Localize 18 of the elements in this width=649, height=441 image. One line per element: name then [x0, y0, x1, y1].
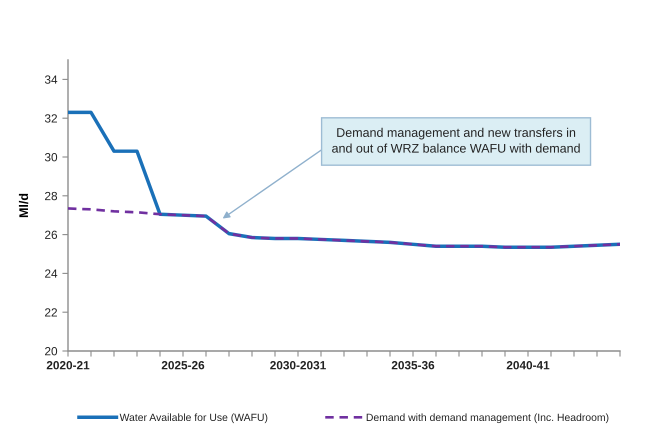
y-tick-label: 24 [45, 269, 58, 278]
x-tick-label: 2020-21 [46, 361, 90, 370]
y-tick-label: 34 [44, 75, 58, 84]
y-tick-label: 32 [44, 114, 57, 123]
y-tick-label: 28 [45, 192, 58, 200]
y-axis-title: Ml/d [18, 194, 28, 218]
y-tick-label: 30 [44, 153, 58, 162]
legend-label: Water Available for Use (WAFU) [120, 413, 268, 424]
x-tick-label: 2040-41 [506, 361, 550, 370]
y-tick-label: 22 [45, 308, 57, 316]
y-tick-label: 20 [45, 347, 58, 356]
legend-label: Demand with demand management (Inc. Headroom) [366, 413, 608, 424]
line-series [68, 207, 620, 249]
x-tick-label: 2025-26 [162, 361, 204, 370]
annotation: Demand management and new transfers in and out of WRZ balance WAFU with demand [332, 128, 580, 153]
x-tick-label: 2030-2031 [270, 361, 326, 370]
y-tick-label: 26 [45, 230, 58, 239]
x-tick-label: 2035-36 [392, 361, 434, 370]
